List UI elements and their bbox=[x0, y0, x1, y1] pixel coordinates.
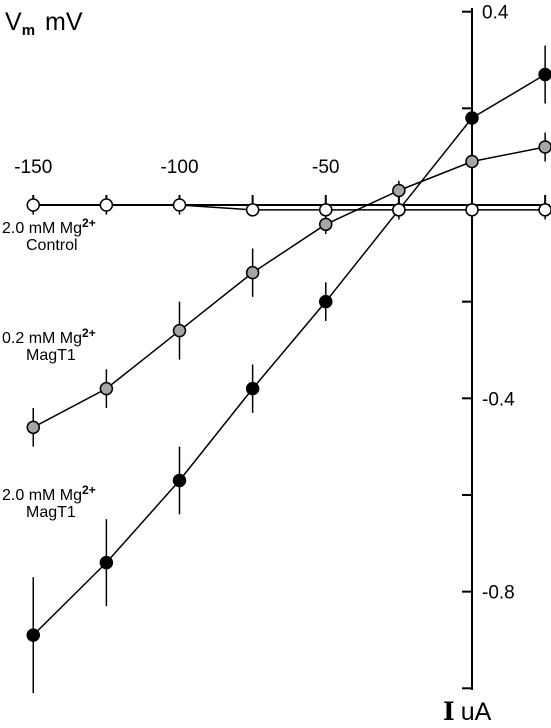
data-point bbox=[538, 67, 551, 82]
data-point bbox=[26, 198, 40, 212]
data-point bbox=[26, 420, 40, 435]
series-line bbox=[33, 204, 546, 211]
axes: -150 -100 -50 0.4 -0.4 -0.8 bbox=[14, 3, 550, 690]
data-point bbox=[538, 203, 551, 217]
data-point bbox=[465, 203, 479, 217]
data-point bbox=[245, 381, 260, 396]
series-line bbox=[32, 73, 546, 636]
data-point bbox=[99, 198, 114, 212]
series-label: 2.0 mM Mg2+ bbox=[2, 216, 96, 237]
series-label: 0.2 mM Mg2+ bbox=[2, 326, 96, 347]
series-markers bbox=[26, 67, 551, 642]
x-tick-label: -150 bbox=[14, 157, 52, 178]
series-label: MagT1 bbox=[26, 504, 76, 521]
data-point bbox=[172, 323, 187, 338]
data-point bbox=[319, 203, 333, 217]
x-axis-title: Vm mV bbox=[5, 8, 83, 39]
data-point bbox=[319, 294, 333, 309]
data-point bbox=[99, 555, 114, 570]
data-point bbox=[172, 473, 187, 488]
x-tick-label: -50 bbox=[312, 157, 339, 178]
data-point bbox=[465, 111, 479, 125]
data-point bbox=[99, 381, 114, 396]
y-tick-label: 0.4 bbox=[482, 3, 509, 24]
series-label: MagT1 bbox=[26, 347, 76, 364]
data-point bbox=[245, 203, 260, 217]
data-point bbox=[26, 628, 40, 642]
data-point bbox=[245, 265, 260, 280]
series-label: Control bbox=[26, 237, 78, 254]
error-bars bbox=[32, 45, 546, 694]
x-tick-label: -100 bbox=[160, 157, 198, 178]
series-lines bbox=[32, 73, 546, 636]
data-point bbox=[172, 198, 187, 212]
y-tick-label: -0.4 bbox=[482, 389, 515, 410]
series-line bbox=[32, 146, 546, 428]
y-tick-label: -0.8 bbox=[482, 583, 515, 604]
series-label: 2.0 mM Mg2+ bbox=[2, 483, 96, 504]
data-point bbox=[392, 183, 406, 198]
data-point bbox=[465, 154, 479, 169]
data-point bbox=[538, 140, 551, 154]
data-point bbox=[392, 203, 406, 217]
data-point bbox=[319, 217, 333, 232]
